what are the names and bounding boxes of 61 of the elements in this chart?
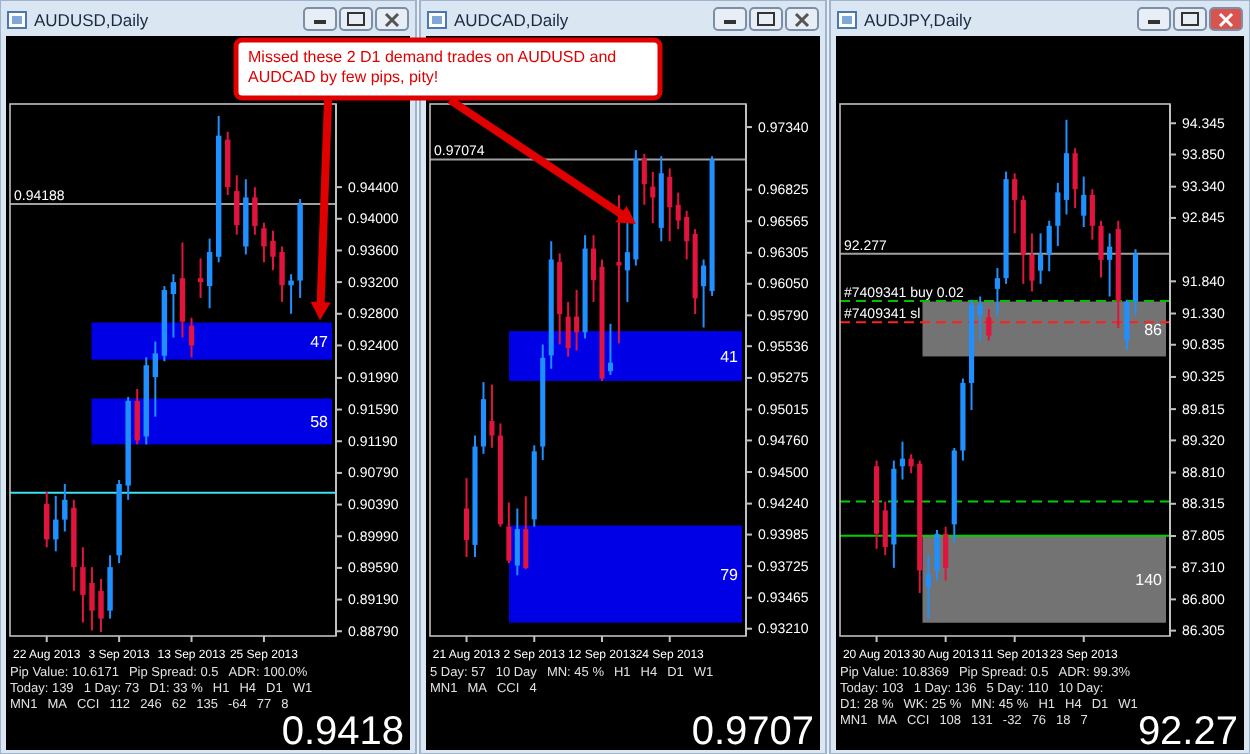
text: 0.9418 (281, 710, 404, 754)
candlestick (925, 554, 931, 620)
band-label: 47 (310, 333, 330, 352)
candlestick (1098, 219, 1104, 279)
chart-title: AUDJPY,Daily (864, 10, 973, 30)
candlestick (1046, 219, 1052, 273)
text: 92.27 (1137, 710, 1238, 754)
candlestick (994, 267, 1001, 317)
candlestick (986, 308, 992, 342)
candlestick (1089, 188, 1095, 241)
candlestick (943, 525, 949, 582)
candlestick (899, 440, 906, 481)
candlestick (934, 528, 940, 582)
candlestick (506, 501, 512, 565)
candlestick (1107, 232, 1113, 298)
text: 0.9707 (691, 710, 814, 754)
text: Missed these 2 D1 demand trades on AUDUSD and AUDCAD by few pips, pity! (248, 48, 617, 86)
candlestick (607, 322, 614, 376)
chart-title: AUDUSD,Daily (34, 10, 150, 30)
candlestick (641, 152, 647, 206)
candlestick (616, 194, 622, 345)
candlestick (1055, 181, 1061, 247)
candlestick (464, 477, 470, 559)
candlestick (252, 186, 258, 236)
candlestick (234, 174, 240, 236)
candlestick (565, 300, 571, 358)
candlestick (1063, 118, 1070, 216)
candlestick (1124, 298, 1130, 352)
candlestick (667, 167, 673, 243)
candlestick (44, 490, 50, 549)
candlestick (480, 381, 487, 455)
candlestick (1012, 172, 1018, 235)
band-label: 41 (720, 348, 740, 367)
candlestick (179, 241, 186, 339)
band-label: 140 (1135, 571, 1164, 590)
candlestick (107, 554, 113, 620)
candlestick (1029, 232, 1035, 293)
candlestick (1072, 147, 1078, 210)
band-label: 79 (720, 566, 740, 585)
candlestick (650, 171, 656, 225)
band-label: 86 (1144, 320, 1164, 339)
candlestick (288, 273, 294, 315)
candlestick (1037, 232, 1044, 285)
chart-title: AUDCAD,Daily (454, 10, 570, 30)
candlestick (514, 507, 520, 577)
candlestick (882, 500, 888, 557)
candlestick (206, 237, 213, 310)
candlestick (701, 258, 707, 329)
candlestick (152, 340, 159, 418)
candlestick (62, 483, 68, 533)
candlestick (684, 209, 690, 261)
candlestick (574, 288, 580, 352)
candlestick (1132, 248, 1139, 317)
candlestick (170, 273, 177, 339)
candlestick (489, 383, 495, 449)
candlestick (523, 495, 529, 571)
candlestick (134, 388, 140, 446)
candlestick (1081, 175, 1087, 229)
candlestick (225, 130, 231, 197)
band-label: 58 (310, 413, 330, 432)
candlestick (197, 257, 204, 299)
